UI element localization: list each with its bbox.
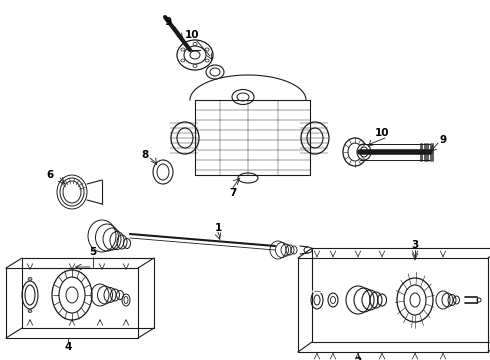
Text: 10: 10 (375, 128, 389, 138)
Text: 9: 9 (165, 17, 172, 27)
Text: 3: 3 (412, 240, 418, 250)
Ellipse shape (28, 278, 32, 280)
Ellipse shape (357, 144, 371, 160)
Text: 6: 6 (47, 170, 53, 180)
Text: 9: 9 (440, 135, 446, 145)
Text: 10: 10 (185, 30, 199, 40)
Text: 4: 4 (64, 342, 72, 352)
Text: 2: 2 (354, 357, 362, 360)
Text: 8: 8 (142, 150, 148, 160)
Ellipse shape (28, 310, 32, 312)
Text: 7: 7 (229, 188, 237, 198)
Text: 1: 1 (215, 223, 221, 233)
Text: 5: 5 (89, 247, 97, 257)
